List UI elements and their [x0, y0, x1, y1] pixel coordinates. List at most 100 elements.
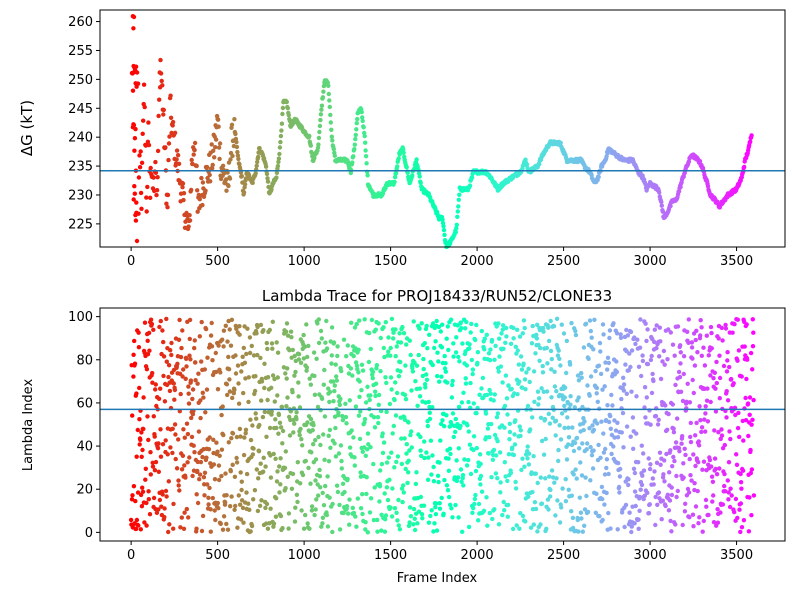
delta-g-point: [280, 111, 285, 117]
lambda-point: [299, 437, 304, 442]
lambda-point: [275, 350, 281, 355]
delta-g-point: [170, 119, 176, 125]
lambda-point: [293, 369, 298, 375]
lambda-point: [226, 440, 231, 445]
delta-g-point: [705, 184, 711, 189]
lambda-point: [145, 352, 151, 357]
lambda-point: [215, 500, 220, 506]
lambda-point: [605, 403, 610, 408]
lambda-point: [580, 441, 585, 446]
delta-g-point: [315, 145, 321, 150]
lambda-point: [588, 328, 593, 334]
lambda-point: [318, 485, 323, 490]
lambda-point: [353, 404, 359, 409]
lambda-point: [748, 470, 753, 476]
lambda-point: [414, 363, 420, 368]
lambda-point: [466, 399, 471, 405]
lambda-point: [395, 518, 400, 523]
lambda-point: [377, 499, 382, 504]
lambda-point: [367, 397, 372, 403]
lambda-point: [562, 425, 567, 431]
lambda-point: [205, 355, 210, 360]
lambda-point: [449, 395, 455, 400]
lambda-point: [739, 486, 744, 491]
lambda-point: [702, 363, 708, 368]
lambda-point: [133, 526, 139, 532]
delta-g-point: [596, 174, 601, 180]
lambda-point: [259, 379, 265, 384]
lambda-point: [661, 348, 667, 354]
lambda-point: [146, 497, 151, 502]
lambda-point: [688, 420, 693, 426]
lambda-point: [320, 521, 325, 526]
lambda-point: [421, 503, 427, 508]
lambda-point: [366, 359, 372, 365]
lambda-point: [513, 479, 518, 485]
lambda-point: [614, 359, 619, 364]
lambda-point: [495, 476, 500, 481]
lambda-point: [392, 397, 397, 403]
lambda-point: [143, 466, 148, 471]
lambda-point: [705, 386, 710, 391]
lambda-point: [285, 474, 290, 479]
lambda-point: [640, 358, 646, 364]
lambda-point: [518, 354, 524, 359]
lambda-point: [497, 450, 503, 455]
lambda-point: [408, 352, 413, 358]
lambda-point: [371, 517, 377, 523]
lambda-point: [303, 458, 308, 464]
lambda-point: [599, 419, 604, 424]
lambda-point: [675, 488, 680, 494]
delta-g-point: [321, 83, 327, 89]
lambda-point: [271, 521, 277, 526]
lambda-point: [515, 348, 520, 353]
lambda-point: [342, 489, 347, 495]
lambda-point: [194, 526, 199, 531]
lambda-point: [373, 393, 378, 399]
lambda-point: [188, 378, 194, 383]
lambda-point: [392, 506, 398, 511]
delta-g-point: [225, 170, 230, 175]
delta-g-point: [280, 105, 286, 111]
lambda-point: [553, 433, 558, 438]
delta-g-point: [318, 117, 323, 123]
delta-g-point: [132, 136, 138, 141]
delta-g-point: [175, 153, 181, 158]
lambda-point: [331, 399, 336, 404]
lambda-point: [713, 409, 719, 414]
lambda-point: [749, 513, 754, 518]
lambda-point: [538, 415, 544, 420]
lambda-point: [387, 477, 392, 482]
lambda-point: [431, 464, 436, 470]
lambda-point: [476, 501, 482, 507]
lambda-point: [382, 491, 387, 496]
lambda-point: [169, 352, 174, 358]
lambda-point: [639, 482, 645, 488]
lambda-point: [337, 502, 342, 508]
lambda-point: [362, 420, 367, 425]
lambda-point: [473, 492, 478, 498]
lambda-point: [475, 350, 481, 355]
lambda-point: [348, 366, 354, 371]
lambda-point: [708, 373, 713, 378]
lambda-point: [292, 421, 297, 426]
lambda-point: [206, 495, 211, 500]
lambda-point: [722, 442, 727, 448]
lambda-point: [189, 415, 194, 421]
delta-g-point: [331, 146, 336, 152]
lambda-point: [551, 475, 556, 480]
lambda-point: [708, 324, 714, 330]
lambda-point: [362, 317, 367, 322]
lambda-point: [365, 384, 370, 389]
delta-g-point: [163, 145, 168, 150]
lambda-point: [504, 396, 510, 401]
lambda-point: [165, 452, 170, 457]
delta-g-point: [140, 131, 145, 136]
lambda-point: [372, 485, 377, 490]
lambda-point: [258, 461, 263, 466]
lambda-point: [716, 336, 721, 341]
lambda-point: [207, 435, 212, 440]
lambda-point: [714, 359, 719, 365]
lambda-point: [452, 475, 457, 480]
lambda-point: [671, 430, 677, 435]
